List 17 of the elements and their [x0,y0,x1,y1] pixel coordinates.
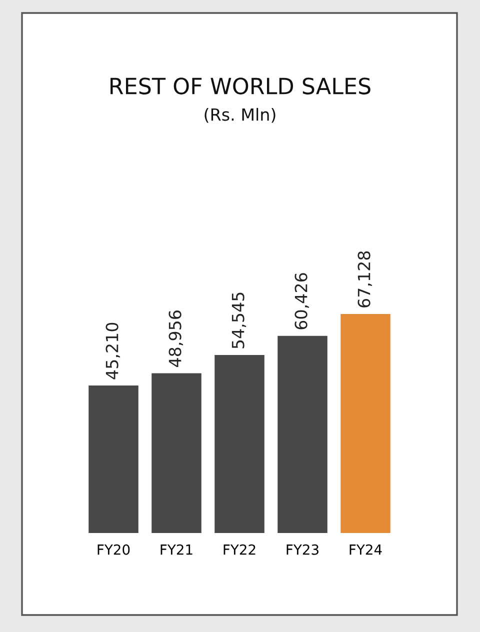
x-tick-label: FY20 [98,544,130,555]
data-label: 60,426 [294,273,310,330]
x-tick-label: FY23 [286,544,318,555]
bar [152,373,202,533]
x-tick-label: FY24 [350,544,382,555]
chart-title: REST OF WORLD SALES [110,78,370,94]
x-tick-label: FY21 [160,544,192,555]
bar [214,355,264,533]
chart-subtitle: (Rs. Mln) [204,108,276,123]
bar [88,386,138,533]
data-label: 48,956 [168,310,184,367]
x-tick-label: FY22 [224,544,256,555]
data-label: 45,210 [106,322,120,380]
data-label: 54,545 [232,292,246,348]
data-label: 67,128 [358,251,372,308]
bar [340,314,390,533]
bar [278,336,328,533]
